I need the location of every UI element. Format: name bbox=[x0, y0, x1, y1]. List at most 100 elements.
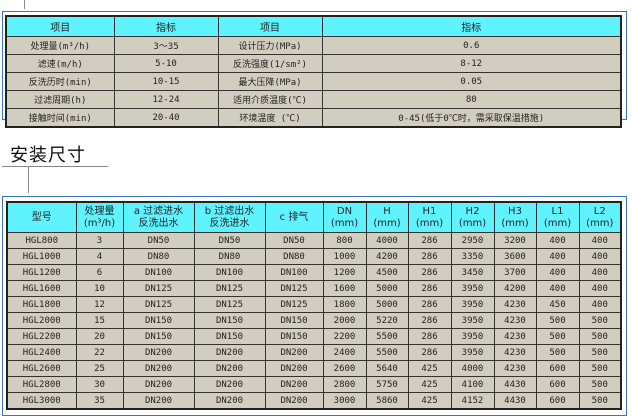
table-cell: 12 bbox=[75, 296, 124, 313]
table-cell: 2200 bbox=[322, 328, 367, 345]
table-cell: DN200 bbox=[193, 360, 266, 377]
table-cell: HGL2800 bbox=[6, 376, 77, 393]
column-header: L2 (mm) bbox=[578, 201, 622, 233]
table-cell: 500 bbox=[535, 312, 580, 329]
table-cell: DN150 bbox=[264, 328, 324, 345]
table-cell: 500 bbox=[535, 328, 580, 345]
table-cell: HGL1600 bbox=[6, 280, 77, 297]
table-cell: 0.6 bbox=[321, 36, 622, 55]
table-cell: 3 bbox=[75, 232, 124, 249]
table-cell: DN50 bbox=[264, 232, 324, 249]
column-header: DN (mm) bbox=[322, 201, 367, 233]
table-cell: 400 bbox=[578, 280, 622, 297]
table-cell: 400 bbox=[578, 232, 622, 249]
header-line: 反洗进水 bbox=[209, 217, 250, 229]
table-cell: 286 bbox=[407, 312, 452, 329]
header-line: (mm) bbox=[501, 217, 529, 229]
decor-line bbox=[24, 0, 25, 9]
header-line: (mm) bbox=[543, 217, 572, 229]
table-cell: 286 bbox=[407, 248, 452, 265]
table-cell: 400 bbox=[578, 296, 622, 313]
table-cell: 处理量(m³/h) bbox=[5, 36, 115, 55]
table-cell: 2950 bbox=[450, 232, 495, 249]
table-row: HGL3000 35 DN200 DN200 DN200 3000 5860 425 4152 4… bbox=[6, 392, 622, 410]
table-cell: DN80 bbox=[193, 248, 266, 265]
table-cell: HGL3000 bbox=[6, 392, 77, 410]
table-cell: DN150 bbox=[122, 328, 195, 345]
table-cell: 600 bbox=[535, 376, 580, 393]
table-cell: DN150 bbox=[122, 312, 195, 329]
table-cell: 反洗强度(1/sm²) bbox=[217, 54, 323, 73]
table-cell: 1200 bbox=[322, 264, 367, 281]
table-row: HGL1800 12 DN125 DN125 DN125 1800 5000 286 3950 4… bbox=[6, 296, 622, 313]
header-line: DN bbox=[336, 205, 353, 217]
table-cell: 4230 bbox=[493, 312, 537, 329]
table-cell: HGL800 bbox=[6, 232, 77, 249]
header-line: H2 bbox=[465, 205, 480, 217]
table-cell: 600 bbox=[535, 392, 580, 410]
table-cell: 500 bbox=[578, 328, 622, 345]
table-cell: 500 bbox=[578, 344, 622, 361]
header-line: (mm) bbox=[458, 217, 487, 229]
table-cell: DN150 bbox=[193, 312, 266, 329]
table-cell: DN200 bbox=[264, 360, 324, 377]
column-header: L1 (mm) bbox=[535, 201, 580, 233]
table-cell: 8-12 bbox=[321, 54, 622, 73]
table-cell: 5220 bbox=[365, 312, 409, 329]
table-cell: 0.05 bbox=[321, 72, 622, 91]
table-cell: DN125 bbox=[122, 280, 195, 297]
header-line: 处理量 bbox=[84, 205, 115, 217]
table-cell: 1800 bbox=[322, 296, 367, 313]
table-cell: DN200 bbox=[264, 344, 324, 361]
table-cell: 3700 bbox=[493, 264, 537, 281]
table-cell: DN100 bbox=[122, 264, 195, 281]
table-cell: 20 bbox=[75, 328, 124, 345]
table-cell: 滤速(m/h) bbox=[5, 54, 115, 73]
table-cell: 4200 bbox=[493, 280, 537, 297]
table-cell: DN200 bbox=[193, 376, 266, 393]
spec-table: 项目 指标 项目 指标 处理量(m³/h) 3～35 设计压力(MPa) 0.6 滤速(m/h… bbox=[5, 15, 622, 128]
table-cell: DN200 bbox=[122, 376, 195, 393]
table-cell: DN150 bbox=[264, 312, 324, 329]
header-line: H1 bbox=[422, 205, 437, 217]
table-cell: 600 bbox=[535, 360, 580, 377]
column-header: 指标 bbox=[321, 15, 622, 37]
table-cell: DN125 bbox=[193, 280, 266, 297]
table-row: HGL2000 15 DN150 DN150 DN150 2000 5220 286 3950 4… bbox=[6, 312, 622, 329]
table-cell: 4430 bbox=[493, 392, 537, 410]
table-cell: 5640 bbox=[365, 360, 409, 377]
table-cell: 425 bbox=[407, 376, 452, 393]
table-cell: 5860 bbox=[365, 392, 409, 410]
table-cell: 12-24 bbox=[113, 90, 219, 109]
table-row: HGL1600 10 DN125 DN125 DN125 1600 5000 286 3950 4… bbox=[6, 280, 622, 297]
table-cell: 286 bbox=[407, 280, 452, 297]
table-cell: 500 bbox=[578, 376, 622, 393]
table-cell: 3～35 bbox=[113, 36, 219, 55]
table-cell: 15 bbox=[75, 312, 124, 329]
table-cell: 80 bbox=[321, 90, 622, 109]
table-cell: 5500 bbox=[365, 344, 409, 361]
header-line: H3 bbox=[508, 205, 522, 217]
dimension-table: 型号 处理量 (m³/h) a 过滤进水 反洗出水 b 过滤出水 反洗进水 c 排气 DN (mm… bbox=[6, 201, 622, 410]
table-cell: 286 bbox=[407, 328, 452, 345]
table-cell: 3950 bbox=[450, 296, 495, 313]
column-header: 处理量 (m³/h) bbox=[75, 201, 124, 233]
table-cell: 接触时间(min) bbox=[5, 108, 115, 128]
table-cell: 4230 bbox=[493, 344, 537, 361]
table-cell: 500 bbox=[578, 312, 622, 329]
table-cell: 286 bbox=[407, 296, 452, 313]
table-cell: 400 bbox=[535, 264, 580, 281]
table-cell: 400 bbox=[535, 232, 580, 249]
column-header: H (mm) bbox=[365, 201, 409, 233]
table-cell: DN80 bbox=[122, 248, 195, 265]
table-cell: 2400 bbox=[322, 344, 367, 361]
table-cell: 5000 bbox=[365, 280, 409, 297]
table-cell: 4 bbox=[75, 248, 124, 265]
table-cell: 400 bbox=[578, 248, 622, 265]
column-header: H1 (mm) bbox=[407, 201, 452, 233]
table-cell: 25 bbox=[75, 360, 124, 377]
table-cell: 4430 bbox=[493, 376, 537, 393]
table-cell: DN125 bbox=[264, 296, 324, 313]
column-header: 型号 bbox=[6, 201, 77, 233]
table-cell: 设计压力(MPa) bbox=[217, 36, 323, 55]
